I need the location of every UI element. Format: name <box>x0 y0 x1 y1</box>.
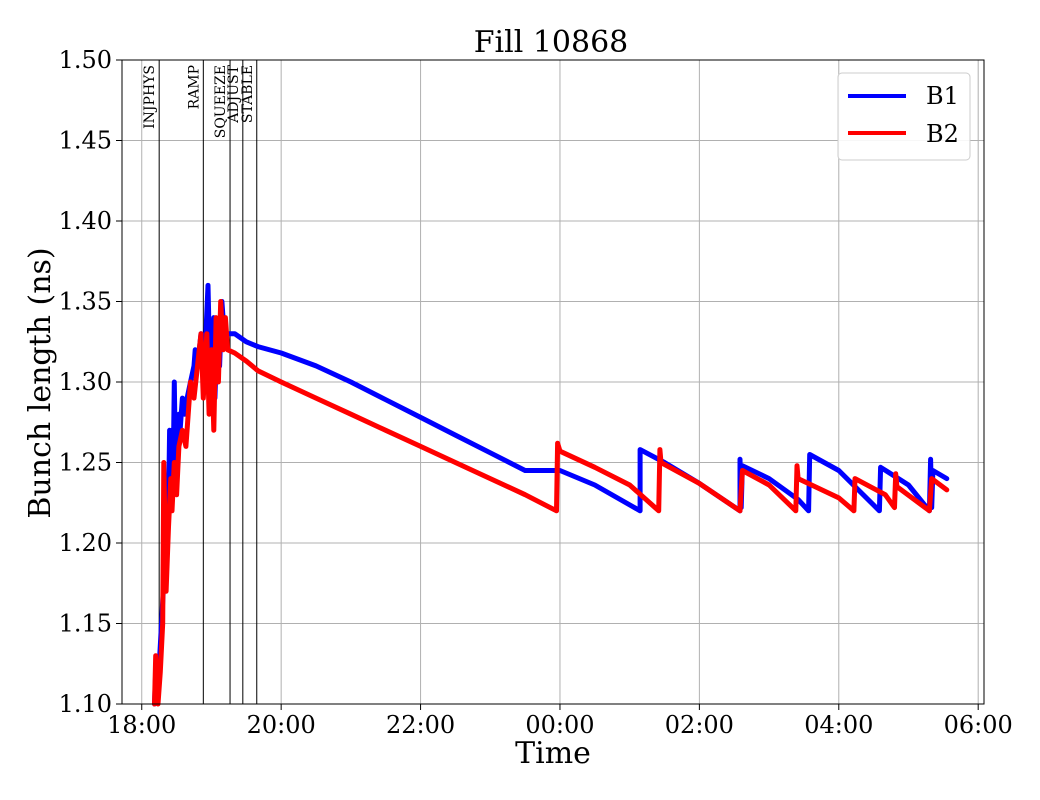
phase-label-squeeze: SQUEEZE <box>213 65 229 138</box>
phase-label-stable: STABLE <box>240 65 256 123</box>
y-tick-label: 1.30 <box>59 368 112 396</box>
y-tick-label: 1.35 <box>59 288 112 316</box>
x-tick-label: 04:00 <box>804 711 873 739</box>
x-axis-ticks: 18:00 20:00 22:00 00:00 02:00 04:00 06:00 <box>107 704 1013 739</box>
y-tick-label: 1.40 <box>59 207 112 235</box>
y-tick-label: 1.10 <box>59 690 112 718</box>
series-line-b1 <box>152 282 950 707</box>
y-tick-label: 1.50 <box>59 46 112 74</box>
y-tick-label: 1.25 <box>59 449 112 477</box>
phase-label-adjust: ADJUST <box>226 64 242 123</box>
y-tick-label: 1.20 <box>59 529 112 557</box>
y-axis-label: Bunch length (ns) <box>23 247 58 518</box>
y-tick-label: 1.15 <box>59 610 112 638</box>
phase-label-ramp: RAMP <box>186 65 202 109</box>
x-axis-label: Time <box>515 736 591 771</box>
x-tick-label: 06:00 <box>944 711 1013 739</box>
x-tick-label: 18:00 <box>107 711 176 739</box>
x-tick-label: 20:00 <box>247 711 316 739</box>
y-tick-label: 1.45 <box>59 127 112 155</box>
legend-label-b1: B1 <box>926 82 959 110</box>
x-tick-label: 00:00 <box>525 711 594 739</box>
chart-title: Fill 10868 <box>474 25 629 60</box>
series-lines <box>152 282 950 707</box>
grid-lines <box>122 59 984 705</box>
series-line-b2 <box>152 299 950 707</box>
x-tick-label: 22:00 <box>386 711 455 739</box>
x-tick-label: 02:00 <box>665 711 734 739</box>
legend: B1 B2 <box>837 72 971 161</box>
legend-label-b2: B2 <box>926 120 959 148</box>
phase-label-injphys: INJPHYS <box>142 65 158 129</box>
y-axis-ticks: 1.10 1.15 1.20 1.25 1.30 1.35 1.40 1.45 1.50 <box>59 46 122 718</box>
